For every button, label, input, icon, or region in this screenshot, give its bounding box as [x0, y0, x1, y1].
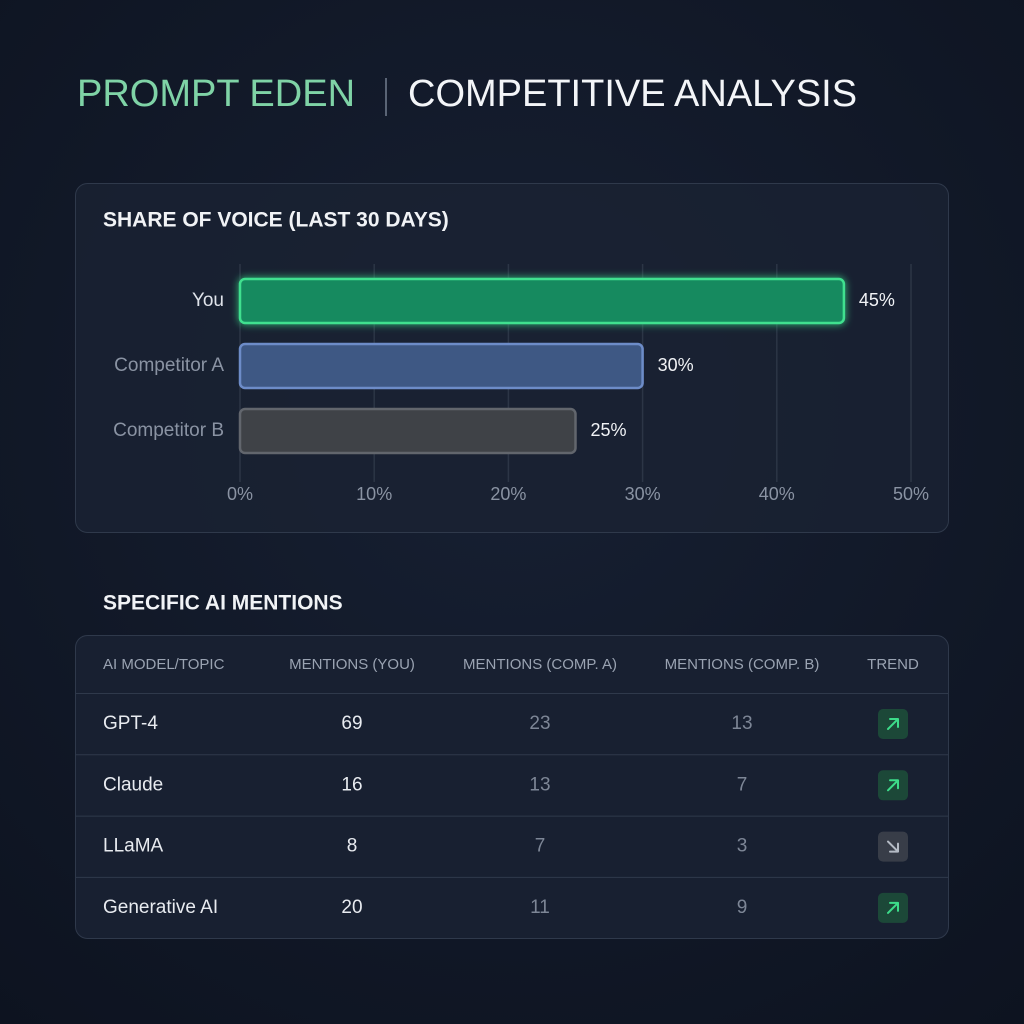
table-cell: LLaMA	[103, 836, 164, 857]
table-cell: 13	[731, 713, 752, 734]
table-cell: 8	[347, 836, 358, 857]
x-tick-label: 10%	[356, 484, 392, 504]
column-header: AI MODEL/TOPIC	[103, 656, 225, 673]
x-tick-label: 0%	[227, 484, 253, 504]
value-label: 25%	[591, 420, 627, 440]
column-header: MENTIONS (COMP. B)	[665, 656, 820, 673]
bar	[238, 407, 577, 455]
chart-title: SHARE OF VOICE (LAST 30 DAYS)	[103, 209, 449, 232]
column-header: MENTIONS (COMP. A)	[463, 656, 617, 673]
chart: 0% 10% 20% 30% 40% 50% You 45% Competitor A 30% Co…	[113, 264, 929, 504]
table-cell: 23	[529, 713, 550, 734]
x-tick-label: 30%	[625, 484, 661, 504]
table-cell: 16	[341, 774, 362, 795]
x-tick-label: 40%	[759, 484, 795, 504]
table-cell: 7	[535, 836, 546, 857]
table-cell: 20	[341, 897, 362, 918]
table-cell: 3	[737, 836, 748, 857]
table: AI MODEL/TOPIC MENTIONS (YOU) MENTIONS (CO…	[76, 656, 948, 923]
trend-arrow	[887, 718, 899, 730]
bar	[238, 342, 644, 390]
table-cell: GPT-4	[103, 713, 158, 734]
table-cell: 13	[529, 774, 550, 795]
table-title: SPECIFIC AI MENTIONS	[103, 592, 343, 615]
x-tick-label: 50%	[893, 484, 929, 504]
category-label: Competitor A	[114, 355, 224, 376]
column-header: MENTIONS (YOU)	[289, 656, 415, 673]
trend-arrow	[887, 779, 899, 792]
value-label: 45%	[859, 290, 895, 310]
table-card	[75, 635, 949, 939]
brand: PROMPT EDEN	[77, 73, 355, 115]
table-cell: 69	[341, 713, 362, 734]
column-header: TREND	[867, 656, 919, 673]
trend-arrow	[887, 840, 899, 853]
table-cell: Generative AI	[103, 897, 218, 918]
category-label: Competitor B	[113, 420, 224, 441]
value-label: 30%	[658, 355, 694, 375]
category-label: You	[192, 290, 224, 311]
table-cell: 7	[737, 774, 748, 795]
page-title: COMPETITIVE ANALYSIS	[408, 73, 857, 115]
x-tick-label: 20%	[490, 484, 526, 504]
trend-arrow	[887, 901, 899, 914]
table-cell: 9	[737, 897, 748, 918]
table-cell: Claude	[103, 774, 163, 795]
table-cell: 11	[530, 897, 550, 918]
bar	[238, 277, 846, 325]
